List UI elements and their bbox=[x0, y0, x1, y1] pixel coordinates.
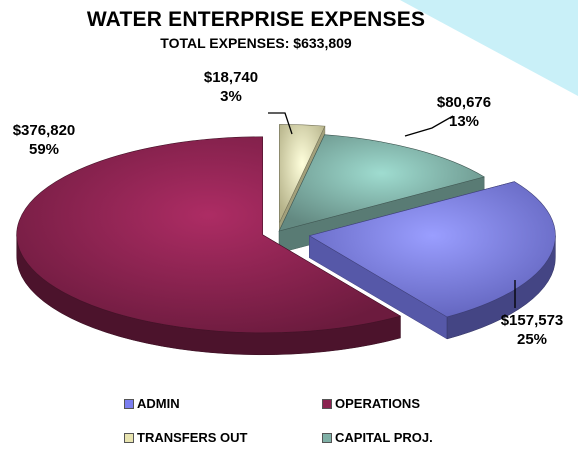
data-label-percent: 59% bbox=[28, 141, 60, 158]
legend-swatch bbox=[124, 398, 134, 409]
decorative-corner bbox=[400, 0, 578, 96]
slice-label-capital-proj: $80,676 13% bbox=[420, 93, 508, 131]
pie-slice-operations bbox=[16, 136, 402, 356]
leader-line-transfers-out bbox=[268, 112, 293, 135]
data-label-value: $376,820 bbox=[12, 122, 76, 139]
slice-label-operations: $376,820 59% bbox=[0, 121, 88, 159]
slice-label-admin: $157,573 25% bbox=[486, 311, 578, 349]
legend-label: TRANSFERS OUT bbox=[137, 430, 248, 445]
legend-item-capital-proj: CAPITAL PROJ. bbox=[322, 430, 433, 445]
legend-item-transfers-out: TRANSFERS OUT bbox=[124, 430, 248, 445]
legend-label: ADMIN bbox=[137, 396, 180, 411]
legend-swatch bbox=[322, 398, 332, 409]
legend-label: OPERATIONS bbox=[335, 396, 420, 411]
legend-item-operations: OPERATIONS bbox=[322, 396, 420, 411]
data-label-percent: 25% bbox=[516, 331, 548, 348]
chart-title: WATER ENTERPRISE EXPENSES bbox=[86, 8, 426, 31]
legend-item-admin: ADMIN bbox=[124, 396, 180, 411]
slice-label-transfers-out: $18,740 3% bbox=[196, 68, 266, 106]
data-label-percent: 3% bbox=[220, 88, 242, 105]
chart-subtitle: TOTAL EXPENSES: $633,809 bbox=[160, 35, 352, 51]
data-label-value: $80,676 bbox=[436, 94, 492, 111]
leader-line-capital-proj bbox=[404, 115, 454, 137]
data-label-value: $18,740 bbox=[203, 69, 259, 86]
legend-swatch bbox=[124, 432, 134, 443]
legend-label: CAPITAL PROJ. bbox=[335, 430, 433, 445]
data-label-percent: 13% bbox=[448, 113, 480, 130]
data-label-value: $157,573 bbox=[500, 312, 564, 329]
pie-slice-admin bbox=[308, 181, 556, 340]
legend-swatch bbox=[322, 432, 332, 443]
